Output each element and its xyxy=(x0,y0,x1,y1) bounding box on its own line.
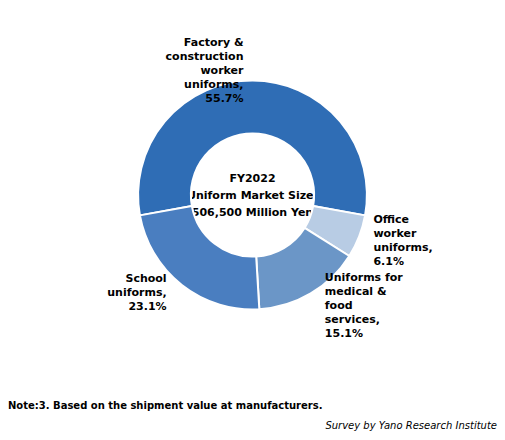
svg-text:23.1%: 23.1% xyxy=(128,300,166,313)
svg-text:Factory &: Factory & xyxy=(184,36,244,49)
svg-text:Survey by Yano Research Instit: Survey by Yano Research Institute xyxy=(325,420,497,431)
svg-text:food: food xyxy=(325,299,353,312)
svg-text:uniforms,: uniforms, xyxy=(107,286,166,299)
svg-text:6.1%: 6.1% xyxy=(373,255,404,268)
svg-text:Office: Office xyxy=(373,213,409,226)
svg-text:construction: construction xyxy=(166,50,244,63)
svg-text:worker: worker xyxy=(200,64,244,77)
svg-text:506,500 Million Yen: 506,500 Million Yen xyxy=(192,206,313,219)
svg-text:School: School xyxy=(125,272,166,285)
svg-text:Note:3. Based on the shipment: Note:3. Based on the shipment value at m… xyxy=(8,400,322,411)
svg-text:worker: worker xyxy=(373,227,417,240)
svg-text:Uniforms for: Uniforms for xyxy=(325,271,403,284)
svg-text:uniforms,: uniforms, xyxy=(184,78,243,91)
svg-text:15.1%: 15.1% xyxy=(325,327,363,340)
svg-text:FY2022: FY2022 xyxy=(229,172,275,185)
svg-text:Uniform Market Size:: Uniform Market Size: xyxy=(187,189,318,202)
svg-text:medical &: medical & xyxy=(325,285,387,298)
svg-text:services,: services, xyxy=(325,313,380,326)
svg-text:55.7%: 55.7% xyxy=(205,92,243,105)
svg-text:uniforms,: uniforms, xyxy=(373,241,432,254)
